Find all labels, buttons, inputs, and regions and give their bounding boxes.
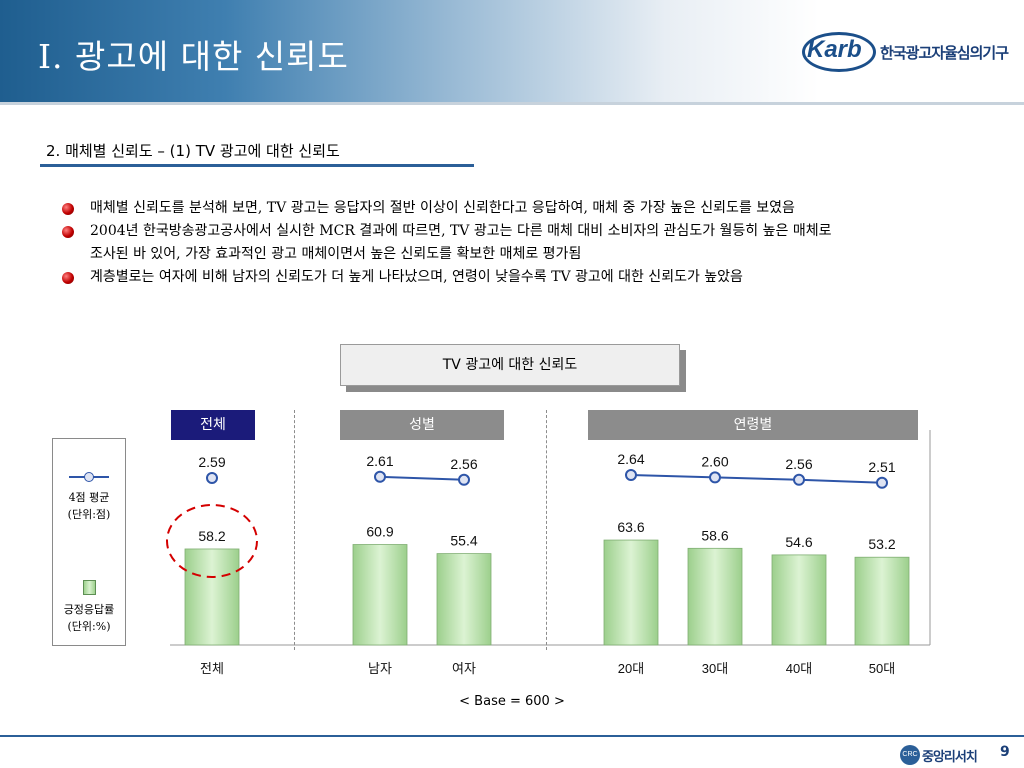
bullet-text: 매체별 신뢰도를 분석해 보면, TV 광고는 응답자의 절반 이상이 신뢰한다… bbox=[90, 200, 795, 216]
bar-value-label: 53.2 bbox=[868, 536, 895, 552]
section-title: 2. 매체별 신뢰도 – (1) TV 광고에 대한 신뢰도 bbox=[46, 142, 340, 160]
bullet-icon bbox=[62, 203, 74, 215]
avg-value-label: 2.64 bbox=[617, 451, 644, 467]
bullet-list: 매체별 신뢰도를 분석해 보면, TV 광고는 응답자의 절반 이상이 신뢰한다… bbox=[62, 197, 1024, 289]
bullet-icon bbox=[62, 272, 74, 284]
avg-point bbox=[709, 471, 721, 484]
avg-point bbox=[206, 472, 218, 484]
bar-20대 bbox=[603, 539, 659, 646]
avg-point bbox=[876, 476, 888, 489]
bar-30대 bbox=[687, 547, 743, 646]
bar-value-label: 55.4 bbox=[450, 533, 477, 549]
bullet-text: 조사된 바 있어, 가장 효과적인 광고 매체이면서 높은 신뢰도를 확보한 매… bbox=[90, 246, 582, 262]
crc-logo-name: 중앙리서치 bbox=[922, 750, 978, 765]
bullet-text: 계층별로는 여자에 비해 남자의 신뢰도가 더 높게 나타났으며, 연령이 낮을… bbox=[90, 269, 743, 285]
avg-value-label: 2.56 bbox=[785, 456, 812, 472]
avg-point bbox=[458, 473, 470, 486]
category-label: 50대 bbox=[869, 661, 895, 676]
legend-bar-swatch bbox=[83, 580, 96, 595]
bullet-item: 계층별로는 여자에 비해 남자의 신뢰도가 더 높게 나타났으며, 연령이 낮을… bbox=[62, 266, 1024, 289]
footer-divider bbox=[0, 735, 1024, 737]
bullet-continuation: 조사된 바 있어, 가장 효과적인 광고 매체이면서 높은 신뢰도를 확보한 매… bbox=[62, 243, 1024, 266]
bullet-icon bbox=[62, 226, 74, 238]
bar-value-label: 63.6 bbox=[617, 519, 644, 535]
group-header-age: 연령별 bbox=[588, 410, 918, 440]
chart-title: TV 광고에 대한 신뢰도 bbox=[340, 344, 680, 386]
page-number: 9 bbox=[1000, 744, 1010, 760]
bullet-text: 2004년 한국방송광고공사에서 실시한 MCR 결과에 따르면, TV 광고는… bbox=[90, 223, 832, 239]
avg-value-label: 2.56 bbox=[450, 456, 477, 472]
page-title: Ⅰ. 광고에 대한 신뢰도 bbox=[38, 37, 349, 76]
bar-50대 bbox=[854, 556, 910, 646]
legend-line-label: 4점 평균 (단위:점) bbox=[53, 489, 125, 523]
highlight-ellipse bbox=[166, 504, 258, 578]
legend-marker-swatch bbox=[84, 472, 94, 482]
category-label: 여자 bbox=[452, 661, 476, 676]
logo-mark: Karb bbox=[807, 36, 862, 63]
bar-여자 bbox=[436, 553, 492, 646]
legend-bar-label-text: 긍정응답률 (단위:%) bbox=[63, 603, 115, 633]
bar-전체 bbox=[184, 548, 240, 646]
category-label: 남자 bbox=[368, 661, 392, 676]
avg-point bbox=[374, 470, 386, 483]
bar-value-label: 54.6 bbox=[785, 534, 812, 550]
bar-value-label: 60.9 bbox=[366, 524, 393, 540]
group-header-gender: 성별 bbox=[340, 410, 504, 440]
avg-point bbox=[793, 473, 805, 486]
bar-value-label: 58.2 bbox=[198, 528, 225, 544]
avg-value-label: 2.60 bbox=[701, 453, 728, 469]
avg-point bbox=[625, 469, 637, 481]
bullet-item: 2004년 한국방송광고공사에서 실시한 MCR 결과에 따르면, TV 광고는… bbox=[62, 220, 1024, 243]
logo-oval bbox=[802, 32, 876, 72]
group-divider bbox=[294, 410, 295, 650]
chart-legend: 4점 평균 (단위:점) 긍정응답률 (단위:%) bbox=[52, 438, 126, 646]
legend-bar-label: 긍정응답률 (단위:%) bbox=[53, 601, 125, 635]
section-underline bbox=[40, 164, 474, 167]
group-header-total: 전체 bbox=[171, 410, 255, 440]
avg-line-segment bbox=[714, 476, 800, 481]
crc-logo: CRC 중앙리서치 bbox=[900, 745, 988, 765]
bar-value-label: 58.6 bbox=[701, 527, 728, 543]
avg-value-label: 2.61 bbox=[366, 453, 393, 469]
avg-line-segment bbox=[379, 475, 465, 481]
category-label: 20대 bbox=[618, 661, 644, 676]
header-divider bbox=[0, 102, 1024, 105]
bar-남자 bbox=[352, 544, 408, 646]
base-note: < Base = 600 > bbox=[459, 694, 565, 709]
bar-40대 bbox=[771, 554, 827, 646]
avg-value-label: 2.51 bbox=[868, 459, 895, 475]
karb-logo: Karb 한국광고자율심의기구 bbox=[802, 30, 1022, 74]
logo-name: 한국광고자율심의기구 bbox=[880, 45, 1009, 62]
avg-line-segment bbox=[798, 478, 883, 484]
category-label: 전체 bbox=[200, 661, 224, 676]
legend-line-label-text: 4점 평균 (단위:점) bbox=[67, 491, 111, 521]
avg-line-segment bbox=[630, 474, 716, 479]
bullet-item: 매체별 신뢰도를 분석해 보면, TV 광고는 응답자의 절반 이상이 신뢰한다… bbox=[62, 197, 1024, 220]
crc-logo-mark: CRC bbox=[900, 745, 920, 765]
category-label: 30대 bbox=[702, 661, 728, 676]
avg-value-label: 2.59 bbox=[198, 454, 225, 470]
group-divider bbox=[546, 410, 547, 650]
category-label: 40대 bbox=[786, 661, 812, 676]
